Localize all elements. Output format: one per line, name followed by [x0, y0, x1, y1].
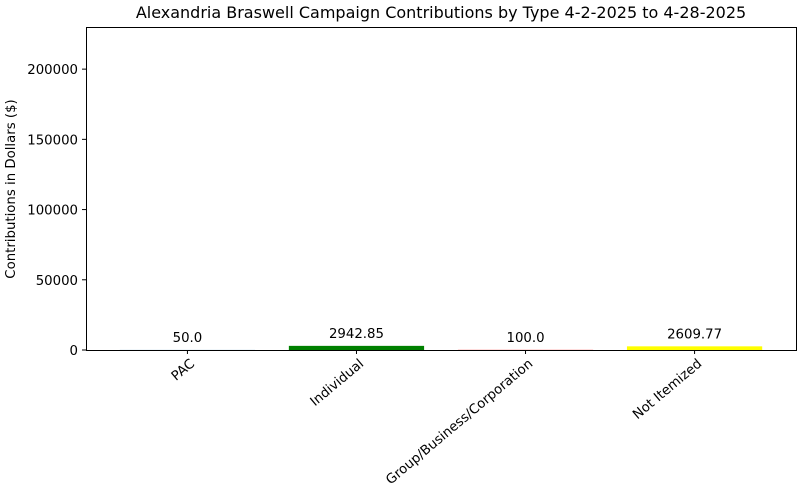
- y-tick-label-1: 50000: [36, 274, 78, 289]
- y-tick-label-2: 100000: [27, 204, 78, 219]
- y-tick-label-0: 0: [70, 344, 78, 359]
- x-tick-label-3: Not Itemized: [630, 357, 705, 423]
- bar-1: [288, 345, 425, 350]
- x-tick-label-0: PAC: [169, 357, 198, 385]
- bars-group: 50.0 2942.85 100.0 2609.77: [119, 327, 763, 350]
- data-label-3: 2609.77: [667, 327, 722, 342]
- chart-title: Alexandria Braswell Campaign Contributio…: [136, 3, 746, 22]
- data-label-2: 100.0: [506, 331, 544, 346]
- data-label-1: 2942.85: [329, 327, 384, 342]
- x-tick-label-1: Individual: [308, 357, 367, 410]
- y-tick-label-4: 200000: [27, 63, 78, 78]
- data-label-0: 50.0: [173, 331, 203, 346]
- plot-frame: [86, 27, 797, 351]
- bar-3: [626, 346, 763, 350]
- y-axis-label: Contributions in Dollars ($): [4, 99, 19, 278]
- y-tick-label-3: 150000: [27, 133, 78, 148]
- x-tick-label-2: Group/Business/Corporation: [383, 357, 536, 488]
- ticks-group: PAC Individual Group/Business/Corporation N…: [27, 63, 705, 488]
